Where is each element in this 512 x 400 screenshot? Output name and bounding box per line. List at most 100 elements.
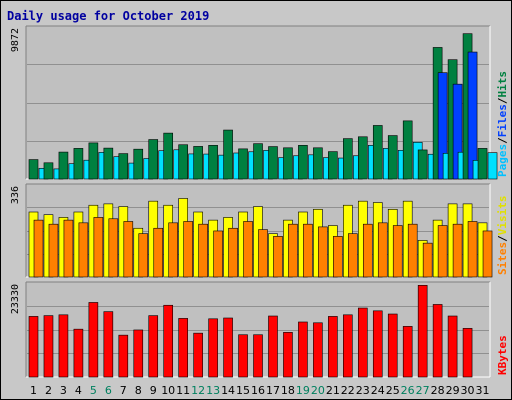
bar-sites-day-9 xyxy=(153,227,164,278)
bar-sites-day-14 xyxy=(228,227,238,278)
bar-sites-day-10 xyxy=(168,222,179,278)
bar-kbytes-day-22 xyxy=(343,314,353,378)
bar-kbytes-day-11 xyxy=(178,318,188,378)
bar-kbytes-day-6 xyxy=(103,311,114,378)
bar-sites-day-29 xyxy=(452,223,463,278)
day-label-31: 31 xyxy=(476,384,490,397)
bar-sites-day-6 xyxy=(108,218,119,278)
day-label-1: 1 xyxy=(30,384,37,397)
day-label-22: 22 xyxy=(341,384,355,397)
bar-sites-day-19 xyxy=(303,223,313,278)
bar-hits-day-15 xyxy=(238,148,248,180)
bar-kbytes-day-26 xyxy=(402,326,413,378)
bar-kbytes-day-25 xyxy=(387,313,398,378)
bar-sites-day-15 xyxy=(243,221,253,278)
bar-sites-day-11 xyxy=(183,221,193,278)
day-label-12: 12 xyxy=(191,384,205,397)
bar-hits-day-23 xyxy=(357,136,368,180)
bar-hits-day-12 xyxy=(193,146,203,180)
bar-kbytes-day-14 xyxy=(223,317,233,378)
panel-1-ymax-label: 336 xyxy=(10,186,21,204)
bar-sites-day-23 xyxy=(362,223,373,278)
panel-0-legend: Pages/Files/Hits xyxy=(496,71,509,177)
day-label-10: 10 xyxy=(161,384,175,397)
bar-kbytes-day-9 xyxy=(148,315,159,378)
bar-sites-day-3 xyxy=(63,219,74,278)
bar-hits-day-8 xyxy=(133,148,144,180)
bar-hits-day-26 xyxy=(402,120,413,180)
chart-title: Daily usage for October 2019 xyxy=(7,9,209,23)
day-label-27: 27 xyxy=(416,384,430,397)
day-label-13: 13 xyxy=(206,384,220,397)
day-label-9: 9 xyxy=(150,384,157,397)
bar-hits-day-13 xyxy=(208,145,218,180)
bar-sites-day-26 xyxy=(407,223,418,278)
bar-sites-day-12 xyxy=(198,223,208,278)
bar-kbytes-day-12 xyxy=(193,332,203,378)
day-label-19: 19 xyxy=(296,384,310,397)
bar-sites-day-4 xyxy=(78,222,89,278)
bar-sites-day-30 xyxy=(467,221,478,278)
day-label-25: 25 xyxy=(386,384,400,397)
bar-hits-day-1 xyxy=(28,159,39,180)
day-label-16: 16 xyxy=(251,384,265,397)
bar-sites-day-31 xyxy=(482,230,493,278)
legend-item: Hits xyxy=(496,71,509,98)
bar-hits-day-6 xyxy=(103,147,114,180)
day-label-29: 29 xyxy=(446,384,460,397)
legend-item: Pages xyxy=(496,144,509,177)
bar-hits-day-16 xyxy=(253,143,263,180)
bar-sites-day-13 xyxy=(213,230,223,278)
day-label-11: 11 xyxy=(176,384,190,397)
bar-kbytes-day-5 xyxy=(88,302,99,378)
day-label-28: 28 xyxy=(431,384,445,397)
legend-item: Visits xyxy=(496,196,509,236)
bar-hits-day-20 xyxy=(313,147,323,180)
bar-sites-day-5 xyxy=(93,217,104,278)
panel-2-legend: KBytes xyxy=(496,335,509,375)
day-label-14: 14 xyxy=(221,384,235,397)
panel-2-ymax-label: 23330 xyxy=(10,284,21,314)
day-label-8: 8 xyxy=(135,384,142,397)
bar-pages-day-31 xyxy=(487,152,498,180)
bar-hits-day-10 xyxy=(163,132,174,180)
day-label-26: 26 xyxy=(401,384,415,397)
bar-sites-day-24 xyxy=(377,222,388,278)
legend-item: / xyxy=(496,137,509,144)
bar-sites-day-27 xyxy=(422,242,433,278)
bar-kbytes-day-8 xyxy=(133,329,144,378)
bar-kbytes-day-28 xyxy=(432,304,443,378)
bar-sites-day-8 xyxy=(138,233,149,278)
bar-hits-day-31 xyxy=(477,148,488,180)
bar-hits-day-19 xyxy=(298,145,308,180)
day-label-21: 21 xyxy=(326,384,340,397)
day-label-24: 24 xyxy=(371,384,385,397)
day-label-3: 3 xyxy=(60,384,67,397)
day-label-15: 15 xyxy=(236,384,250,397)
bar-sites-day-22 xyxy=(348,233,358,278)
day-label-4: 4 xyxy=(75,384,82,397)
bar-files-day-29 xyxy=(452,83,463,180)
bar-kbytes-day-10 xyxy=(163,304,174,378)
bar-kbytes-day-30 xyxy=(462,328,473,378)
bar-kbytes-day-23 xyxy=(357,307,368,378)
bar-hits-day-14 xyxy=(223,129,233,180)
day-label-23: 23 xyxy=(356,384,370,397)
bar-hits-day-27 xyxy=(417,149,428,180)
bar-hits-day-2 xyxy=(43,162,54,180)
bar-kbytes-day-13 xyxy=(208,318,218,378)
bar-kbytes-day-16 xyxy=(253,334,263,378)
bar-sites-day-17 xyxy=(273,236,283,278)
bar-hits-day-4 xyxy=(73,148,84,180)
day-label-7: 7 xyxy=(120,384,127,397)
bar-hits-day-22 xyxy=(343,138,353,180)
panel-0-ymax-label: 9872 xyxy=(10,28,21,52)
bar-hits-day-24 xyxy=(372,125,383,180)
bar-hits-day-11 xyxy=(178,144,188,180)
bar-sites-day-25 xyxy=(392,225,403,278)
day-label-18: 18 xyxy=(281,384,295,397)
bar-hits-day-18 xyxy=(283,147,293,180)
bar-kbytes-day-17 xyxy=(268,315,278,378)
